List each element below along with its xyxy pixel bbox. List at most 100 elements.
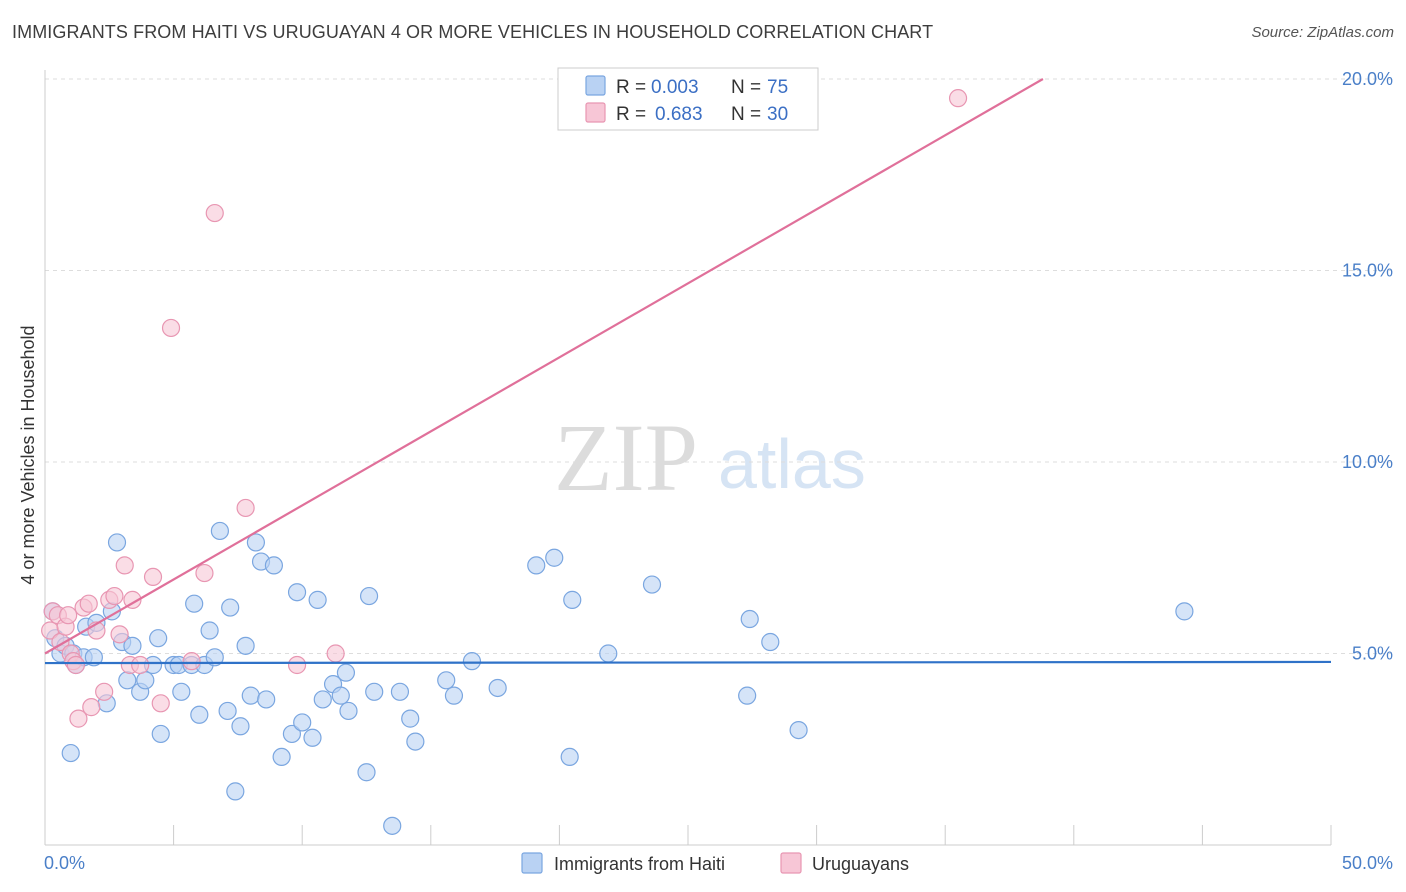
haiti-point-4 (61, 743, 80, 763)
watermark-zip: ZIP (554, 404, 698, 511)
grid-lines (45, 78, 1392, 654)
haiti-point-61 (444, 686, 464, 705)
stats-legend-r-value-uruguayans: 0.683 (655, 104, 703, 125)
uruguayans-point-14 (95, 682, 114, 701)
haiti-point-46 (303, 728, 322, 747)
haiti-point-59 (406, 732, 425, 751)
stats-legend-r-label-uruguayans: R = (616, 104, 646, 125)
series-legend-swatch-haiti (521, 852, 543, 874)
haiti-point-48 (313, 690, 332, 709)
y-axis-title: 4 or more Vehicles in Household (18, 325, 38, 584)
haiti-point-35 (231, 717, 250, 736)
haiti-point-66 (560, 747, 579, 767)
haiti-point-16 (123, 636, 142, 655)
uruguayans-point-5 (59, 606, 78, 625)
y-tick-label-0: 5.0% (1352, 644, 1393, 664)
uruguayans-point-31 (948, 89, 968, 108)
haiti-point-20 (149, 629, 168, 648)
haiti-point-9 (84, 648, 103, 667)
uruguayans-point-8 (66, 655, 85, 675)
y-tick-label-3: 20.0% (1342, 69, 1393, 89)
y-tick-label-2: 15.0% (1342, 261, 1393, 281)
uruguayans-point-17 (110, 625, 129, 644)
haiti-point-45 (293, 713, 312, 732)
x-tick-label-0: 0.0% (44, 853, 85, 873)
haiti-point-31 (210, 521, 229, 541)
haiti-point-71 (740, 609, 759, 629)
haiti-point-43 (282, 724, 302, 744)
haiti-point-63 (488, 678, 507, 698)
uruguayans-point-24 (161, 318, 181, 338)
haiti-point-52 (336, 663, 356, 682)
y-tick-label-1: 10.0% (1342, 452, 1393, 472)
haiti-point-44 (287, 583, 307, 602)
uruguayans-point-18 (115, 556, 134, 575)
haiti-point-21 (151, 724, 170, 744)
haiti-point-47 (308, 590, 327, 609)
haiti-point-54 (359, 586, 379, 606)
haiti-point-73 (789, 720, 808, 740)
haiti-point-27 (190, 705, 209, 724)
trend-line-uruguayans (44, 78, 1044, 655)
stats-legend-n-value-haiti: 75 (767, 77, 788, 98)
haiti-point-33 (221, 598, 240, 617)
watermark-atlas: atlas (718, 425, 866, 503)
haiti-point-18 (136, 671, 155, 690)
haiti-point-50 (331, 686, 350, 705)
stats-legend-n-label-uruguayans: N = (731, 104, 761, 125)
series-uruguayans-points (41, 89, 968, 728)
stats-legend: R = 0.003 N = 75 R = 0.683 N = 30 (557, 67, 819, 131)
uruguayans-point-11 (79, 594, 98, 613)
haiti-point-57 (390, 682, 410, 701)
haiti-point-34 (226, 782, 245, 801)
haiti-point-41 (264, 556, 284, 575)
haiti-point-40 (257, 690, 276, 709)
trend-lines (44, 78, 1332, 665)
series-haiti-points (43, 521, 1194, 835)
haiti-point-69 (642, 575, 662, 594)
stats-legend-r-value-haiti: 0.003 (651, 77, 699, 98)
y-tick-labels: 5.0% 10.0% 15.0% 20.0% (1342, 69, 1393, 664)
uruguayans-point-23 (151, 694, 170, 713)
haiti-point-64 (527, 556, 546, 575)
haiti-point-74 (1175, 602, 1194, 621)
uruguayans-point-16 (105, 586, 124, 606)
uruguayans-point-25 (182, 652, 201, 671)
haiti-point-32 (218, 701, 237, 721)
haiti-point-13 (107, 533, 127, 552)
haiti-point-42 (272, 747, 291, 767)
haiti-point-38 (246, 533, 266, 552)
stats-legend-r-label-haiti: R = (616, 77, 646, 98)
stats-legend-swatch-haiti (585, 75, 606, 96)
haiti-point-65 (545, 548, 564, 567)
chart-source: Source: ZipAtlas.com (1251, 24, 1394, 41)
haiti-point-30 (205, 648, 224, 667)
uruguayans-point-27 (205, 203, 224, 223)
uruguayans-point-29 (287, 655, 307, 675)
haiti-point-68 (599, 644, 618, 663)
axes (44, 70, 1332, 846)
stats-legend-n-value-uruguayans: 30 (767, 104, 788, 125)
haiti-point-58 (401, 709, 420, 728)
uruguayans-point-28 (236, 498, 255, 518)
trend-line-haiti (44, 660, 1332, 665)
haiti-point-36 (236, 636, 255, 655)
uruguayans-point-9 (69, 709, 88, 728)
stats-legend-n-label-haiti: N = (731, 77, 761, 98)
haiti-point-70 (738, 686, 757, 705)
uruguayans-point-26 (195, 563, 214, 583)
haiti-point-67 (563, 590, 582, 609)
series-legend-label-haiti: Immigrants from Haiti (554, 854, 725, 874)
haiti-point-51 (339, 701, 358, 721)
haiti-point-26 (185, 594, 204, 613)
uruguayans-point-12 (82, 698, 101, 717)
stats-legend-swatch-uruguayans (585, 102, 606, 123)
x-tick-label-1: 50.0% (1342, 853, 1393, 873)
haiti-point-53 (357, 763, 376, 782)
series-legend-label-uruguayans: Uruguayans (812, 854, 909, 874)
haiti-point-56 (383, 816, 402, 835)
chart-title: IMMIGRANTS FROM HAITI VS URUGUAYAN 4 OR … (12, 22, 934, 42)
haiti-point-62 (462, 652, 482, 671)
haiti-point-60 (437, 671, 456, 690)
